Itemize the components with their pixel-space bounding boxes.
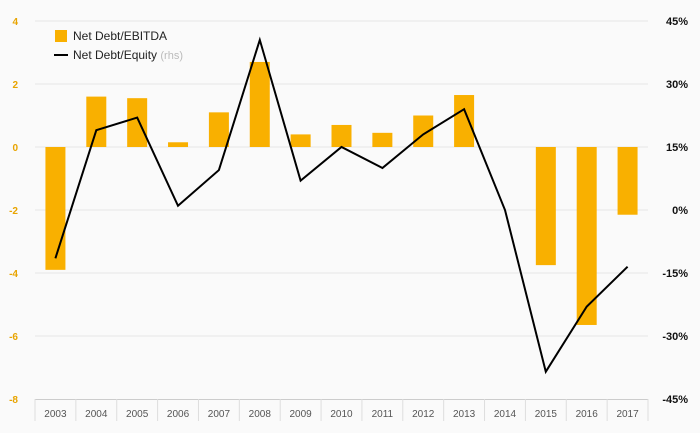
legend-bar-swatch	[55, 30, 67, 42]
axes: 4 2 0 -2 -4 -6 -8 45% 30% 15% 0% -15% -30% -45% 2003 20…	[9, 16, 688, 421]
x-tick-label: 2005	[126, 409, 149, 420]
bar	[413, 115, 434, 147]
bar	[617, 147, 638, 215]
x-tick-label: 2012	[412, 409, 435, 420]
x-tick-label: 2017	[616, 409, 639, 420]
legend: Net Debt/EBITDA Net Debt/Equity (rhs)	[54, 29, 183, 62]
series-line	[54, 36, 629, 375]
bar	[127, 98, 148, 147]
bar	[86, 96, 107, 147]
bar	[208, 112, 229, 147]
bar	[168, 142, 189, 147]
bar	[249, 61, 270, 148]
x-tick-label: 2007	[208, 409, 231, 420]
bar-series	[45, 61, 638, 325]
x-tick-label: 2014	[494, 409, 517, 420]
x-tick-label: 2013	[453, 409, 476, 420]
legend-line-name: Net Debt/Equity	[73, 48, 157, 62]
bar	[372, 132, 393, 147]
y-tick-label: -8	[9, 395, 18, 406]
gridlines	[35, 20, 648, 337]
legend-line-suffix: (rhs)	[160, 50, 183, 62]
x-tick-label: 2011	[372, 409, 394, 420]
y-tick-label: -4	[9, 269, 18, 280]
x-tick-label: 2008	[249, 409, 272, 420]
legend-line-label: Net Debt/Equity (rhs)	[73, 48, 183, 62]
bar	[576, 147, 597, 325]
y2-tick-label: -45%	[662, 394, 688, 406]
x-tick-label: 2010	[330, 409, 353, 420]
bar	[454, 95, 475, 147]
y-tick-label: 2	[12, 80, 18, 91]
bar	[331, 124, 352, 147]
x-tick-label: 2016	[576, 409, 599, 420]
y-tick-label: -2	[9, 206, 18, 217]
bar	[290, 134, 311, 147]
y-tick-label: 0	[12, 143, 18, 154]
y2-tick-label: 30%	[666, 79, 688, 91]
y2-tick-label: 45%	[666, 16, 688, 28]
x-tick-label: 2004	[85, 409, 108, 420]
y2-tick-label: -30%	[662, 331, 688, 343]
x-tick-label: 2009	[290, 409, 313, 420]
x-tick-label: 2006	[167, 409, 190, 420]
bar	[45, 147, 66, 270]
y-tick-label: -6	[9, 332, 18, 343]
x-tick-label: 2015	[535, 409, 558, 420]
y2-tick-label: -15%	[662, 268, 688, 280]
y2-tick-label: 0%	[672, 205, 688, 217]
line-series	[54, 36, 629, 375]
y-tick-label: 4	[12, 17, 18, 28]
bar	[535, 147, 556, 266]
x-tick-label: 2003	[44, 409, 67, 420]
legend-bar-label: Net Debt/EBITDA	[73, 29, 167, 43]
y2-tick-label: 15%	[666, 142, 688, 154]
